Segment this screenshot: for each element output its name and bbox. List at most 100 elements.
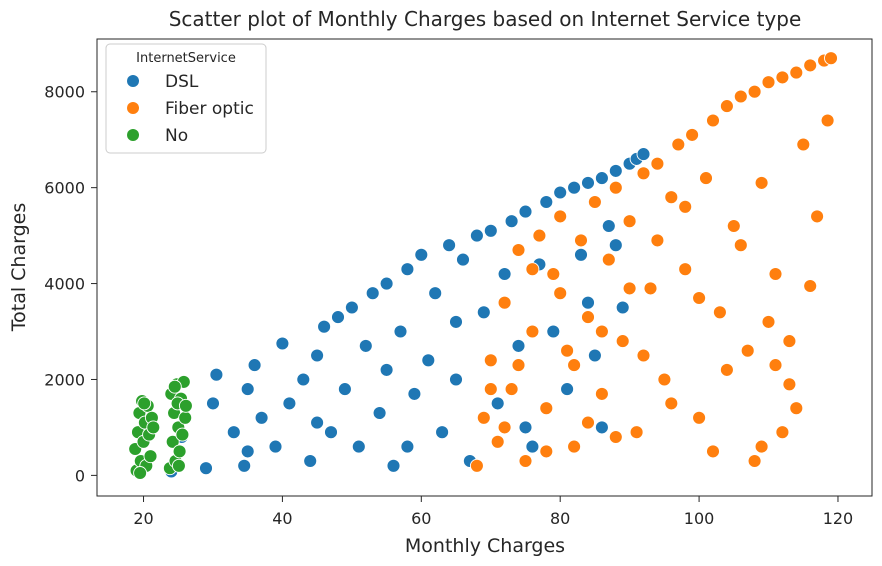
point-dsl-31 [421,353,436,368]
point-dsl-7 [240,382,255,397]
x-axis-label: Monthly Charges [405,535,565,557]
point-fiber-optic-10 [539,401,554,416]
point-no-29 [171,458,186,473]
point-dsl-35 [449,372,463,387]
point-dsl-6 [237,458,252,473]
point-dsl-4 [209,367,224,382]
point-fiber-optic-61 [692,291,707,305]
point-fiber-optic-32 [692,410,707,425]
point-dsl-62 [636,147,651,162]
point-fiber-optic-67 [608,430,623,444]
point-fiber-optic-71 [553,286,568,301]
point-dsl-13 [296,372,311,387]
point-fiber-optic-21 [615,334,630,349]
point-fiber-optic-39 [740,343,755,358]
point-fiber-optic-14 [567,439,582,454]
legend: InternetService DSL Fiber optic No [105,43,267,154]
point-dsl-56 [594,171,609,186]
point-dsl-28 [400,262,415,277]
point-fiber-optic-30 [678,262,693,277]
point-fiber-optic-12 [553,209,568,224]
plot-area-frame [96,38,873,497]
legend-box [105,43,267,154]
point-fiber-optic-7 [518,454,533,468]
point-dsl-5 [226,425,241,440]
point-dsl-36 [456,252,470,267]
point-dsl-38 [469,228,484,243]
point-dsl-11 [275,336,290,351]
point-fiber-optic-9 [532,228,547,243]
point-fiber-optic-25 [643,281,658,296]
point-fiber-optic-76 [483,382,498,397]
y-tick-label: 6000 [44,179,85,198]
point-dsl-39 [476,305,491,320]
point-fiber-optic-2 [483,353,498,368]
y-axis-ticks: 0 2000 4000 6000 8000 [44,83,97,485]
point-dsl-34 [442,238,457,253]
x-tick-label: 20 [133,509,153,528]
point-dsl-33 [435,425,450,440]
point-fiber-optic-16 [581,310,595,325]
point-fiber-optic-60 [706,444,720,459]
point-dsl-41 [490,396,505,411]
point-fiber-optic-24 [636,166,651,181]
point-dsl-10 [268,439,283,454]
point-fiber-optic-53 [803,279,818,293]
point-fiber-optic-48 [803,58,818,73]
point-dsl-71 [400,439,415,454]
point-fiber-optic-56 [761,314,776,329]
point-fiber-optic-42 [761,75,776,90]
point-dsl-51 [560,382,575,397]
y-tick-label: 0 [75,466,85,485]
point-no-23 [172,444,187,459]
point-fiber-optic-68 [594,324,609,339]
point-dsl-44 [511,338,526,353]
point-no-25 [175,427,190,442]
point-dsl-53 [574,247,588,262]
point-fiber-optic-37 [726,219,741,233]
point-dsl-8 [247,358,262,373]
point-fiber-optic-0 [469,458,484,473]
point-fiber-optic-4 [497,295,512,310]
point-fiber-optic-19 [601,252,616,267]
y-axis-label: Total Charges [8,203,30,333]
point-fiber-optic-46 [789,65,804,80]
x-tick-label: 100 [684,509,715,528]
point-dsl-23 [365,286,380,301]
point-fiber-optic-70 [567,358,582,373]
point-dsl-49 [546,324,561,339]
point-fiber-optic-11 [546,267,561,281]
y-tick-label: 2000 [44,370,85,389]
point-fiber-optic-40 [747,84,762,99]
point-fiber-optic-35 [712,305,727,320]
legend-title: InternetService [136,51,236,66]
x-tick-label: 120 [823,509,854,528]
chart-title: Scatter plot of Monthly Charges based on… [169,7,802,31]
point-fiber-optic-26 [650,156,665,171]
point-dsl-30 [414,247,429,262]
point-fiber-optic-1 [476,410,491,425]
point-fiber-optic-43 [768,267,783,281]
point-dsl-20 [344,300,359,315]
point-fiber-optic-65 [636,348,651,363]
point-dsl-58 [608,163,623,178]
point-fiber-optic-55 [775,425,790,440]
point-no-13 [146,420,161,435]
point-fiber-optic-23 [629,425,644,440]
point-fiber-optic-31 [685,127,700,142]
point-fiber-optic-49 [810,209,825,224]
legend-label-fiber-optic: Fiber optic [165,99,254,119]
point-dsl-29 [407,386,422,401]
point-dsl-2 [199,461,213,476]
point-dsl-14 [303,454,318,468]
point-no-28 [167,379,182,394]
point-dsl-19 [337,382,352,397]
point-fiber-optic-33 [699,171,713,186]
x-axis-ticks: 20 40 60 80 100 120 [133,496,853,528]
point-fiber-optic-27 [657,372,672,387]
point-dsl-68 [240,444,255,459]
point-dsl-18 [331,310,345,325]
point-dsl-57 [601,219,616,233]
point-fiber-optic-73 [525,262,540,277]
